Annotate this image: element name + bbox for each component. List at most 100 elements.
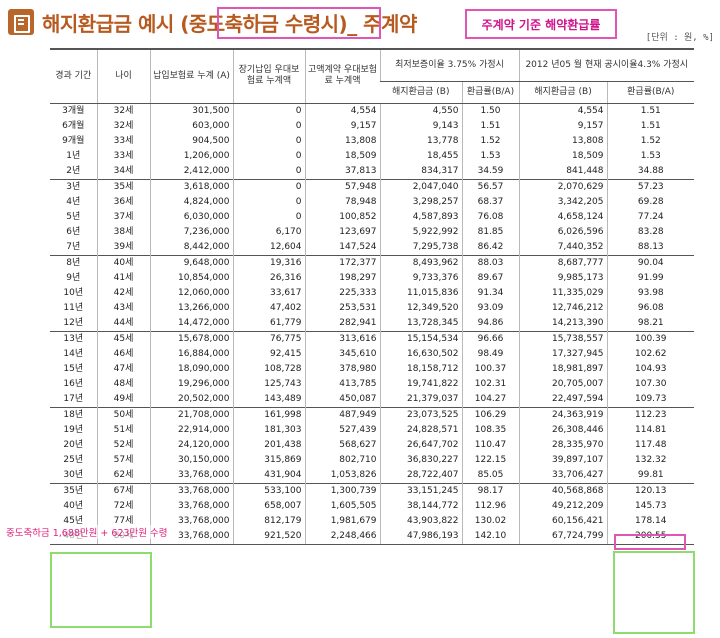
table-row: 3년 35세 3,618,000 0 57,948 2,047,040 56.57 2,070… xyxy=(50,178,695,195)
row-rider: 201,438 xyxy=(232,437,305,453)
row-current-refund: 2,070,629 xyxy=(518,178,607,195)
row-rider: 108,728 xyxy=(232,361,305,377)
row-age: 57세 xyxy=(96,452,150,468)
row-guarantee-refund: 23,073,525 xyxy=(379,406,462,423)
row-age: 35세 xyxy=(96,178,150,195)
row-high: 57,948 xyxy=(304,178,380,195)
row-current-rate: 98.21 xyxy=(606,315,695,331)
row-paid: 19,296,000 xyxy=(149,376,233,392)
table-row: 13년 45세 15,678,000 76,775 313,616 15,154,534 9… xyxy=(50,330,695,347)
row-rider: 125,743 xyxy=(232,376,305,392)
row-current-refund: 8,687,777 xyxy=(518,254,607,271)
row-age: 62세 xyxy=(96,467,150,483)
header-rider: 장기납입 우대보험료 누계액 xyxy=(232,48,305,104)
row-rider: 0 xyxy=(232,194,305,210)
row-period: 30년 xyxy=(63,469,84,480)
row-current-rate: 83.28 xyxy=(606,224,695,240)
header-high: 고액계약 우대보험료 누계액 xyxy=(304,48,380,104)
row-guarantee-rate: 1.53 xyxy=(461,148,519,164)
row-guarantee-rate: 98.17 xyxy=(461,482,519,499)
row-age: 67세 xyxy=(96,482,150,499)
row-current-refund: 22,497,594 xyxy=(518,391,607,407)
row-age: 36세 xyxy=(96,194,150,210)
row-current-rate: 120.13 xyxy=(606,482,695,499)
row-current-refund: 26,308,446 xyxy=(518,422,607,438)
row-current-refund: 67,724,799 xyxy=(518,528,607,545)
row-high: 378,980 xyxy=(304,361,380,377)
row-current-refund: 3,342,205 xyxy=(518,194,607,210)
row-current-rate: 69.28 xyxy=(606,194,695,210)
row-age: 72세 xyxy=(96,498,150,514)
row-guarantee-refund: 21,379,037 xyxy=(379,391,462,407)
row-period: 6년 xyxy=(66,226,81,237)
row-guarantee-refund: 33,151,245 xyxy=(379,482,462,499)
table-row: 15년 47세 18,090,000 108,728 378,980 18,158,712… xyxy=(50,361,695,377)
row-period: 5년 xyxy=(66,211,81,222)
row-current-refund: 4,554 xyxy=(518,103,607,119)
row-current-rate: 178.14 xyxy=(606,513,695,529)
row-paid: 603,000 xyxy=(149,118,233,134)
row-current-refund: 13,808 xyxy=(518,133,607,149)
row-period: 7년 xyxy=(66,241,81,252)
row-current-refund: 6,026,596 xyxy=(518,224,607,240)
row-guarantee-refund: 26,647,702 xyxy=(379,437,462,453)
table-row: 11년 43세 13,266,000 47,402 253,531 12,349,520 9… xyxy=(50,300,695,316)
row-guarantee-rate: 110.47 xyxy=(461,437,519,453)
row-current-rate: 1.51 xyxy=(606,118,695,134)
row-current-refund: 15,738,557 xyxy=(518,330,607,347)
row-current-refund: 7,440,352 xyxy=(518,239,607,255)
row-age: 34세 xyxy=(96,163,150,179)
header-guarantee-refund: 해지환급금 (B) xyxy=(380,80,462,104)
row-high: 123,697 xyxy=(304,224,380,240)
row-guarantee-refund: 18,158,712 xyxy=(379,361,462,377)
row-guarantee-rate: 34.59 xyxy=(461,163,519,179)
row-guarantee-refund: 9,143 xyxy=(379,118,462,134)
table-row: 5년 37세 6,030,000 0 100,852 4,587,893 76.08 4,65… xyxy=(50,209,695,225)
row-guarantee-refund: 16,630,502 xyxy=(379,346,462,362)
row-current-rate: 132.32 xyxy=(606,452,695,468)
row-guarantee-refund: 24,828,571 xyxy=(379,422,462,438)
row-guarantee-refund: 11,015,836 xyxy=(379,285,462,301)
row-rider: 0 xyxy=(232,148,305,164)
row-guarantee-refund: 3,298,257 xyxy=(379,194,462,210)
header-guarantee-rate: 환급률(B/A) xyxy=(461,80,519,104)
row-guarantee-rate: 108.35 xyxy=(461,422,519,438)
row-period: 12년 xyxy=(63,317,84,328)
row-rider: 0 xyxy=(232,118,305,134)
row-paid: 904,500 xyxy=(149,133,233,149)
row-period: 3년 xyxy=(50,178,97,195)
row-guarantee-rate: 68.37 xyxy=(461,194,519,210)
row-age: 44세 xyxy=(96,315,150,331)
row-current-rate: 102.62 xyxy=(606,346,695,362)
table-row: 6개월 32세 603,000 0 9,157 9,143 1.51 9,157 1.51 xyxy=(50,118,695,134)
row-period: 16년 xyxy=(63,378,84,389)
row-paid: 33,768,000 xyxy=(149,513,233,529)
row-current-refund: 9,985,173 xyxy=(518,270,607,286)
row-rider: 921,520 xyxy=(232,528,305,545)
row-current-refund: 60,156,421 xyxy=(518,513,607,529)
row-rider: 0 xyxy=(232,163,305,179)
table-row: 2년 34세 2,412,000 0 37,813 834,317 34.59 841,448… xyxy=(50,163,695,179)
row-paid: 22,914,000 xyxy=(149,422,233,438)
row-age: 51세 xyxy=(96,422,150,438)
row-guarantee-rate: 1.50 xyxy=(461,103,519,119)
row-period: 20년 xyxy=(63,439,84,450)
row-high: 802,710 xyxy=(304,452,380,468)
table-row: 30년 62세 33,768,000 431,904 1,053,826 28,722,4… xyxy=(50,467,695,483)
row-period: 45년 xyxy=(63,515,84,526)
refund-table: 경과 기간 나이 납입보험료 누계 (A) 장기납입 우대보험료 누계액 고액계… xyxy=(50,48,695,545)
row-age: 32세 xyxy=(96,118,150,134)
row-current-rate: 114.81 xyxy=(606,422,695,438)
row-period: 10년 xyxy=(63,287,84,298)
row-current-rate: 93.98 xyxy=(606,285,695,301)
row-current-refund: 18,509 xyxy=(518,148,607,164)
row-guarantee-rate: 130.02 xyxy=(461,513,519,529)
row-guarantee-rate: 104.27 xyxy=(461,391,519,407)
row-high: 18,509 xyxy=(304,148,380,164)
table-row: 4년 36세 4,824,000 0 78,948 3,298,257 68.37 3,342… xyxy=(50,194,695,210)
row-high: 1,300,739 xyxy=(304,482,380,499)
row-rider: 0 xyxy=(232,178,305,195)
row-period: 14년 xyxy=(63,348,84,359)
row-current-rate: 88.13 xyxy=(606,239,695,255)
table-row: 9개월 33세 904,500 0 13,808 13,778 1.52 13,808 1.52 xyxy=(50,133,695,149)
